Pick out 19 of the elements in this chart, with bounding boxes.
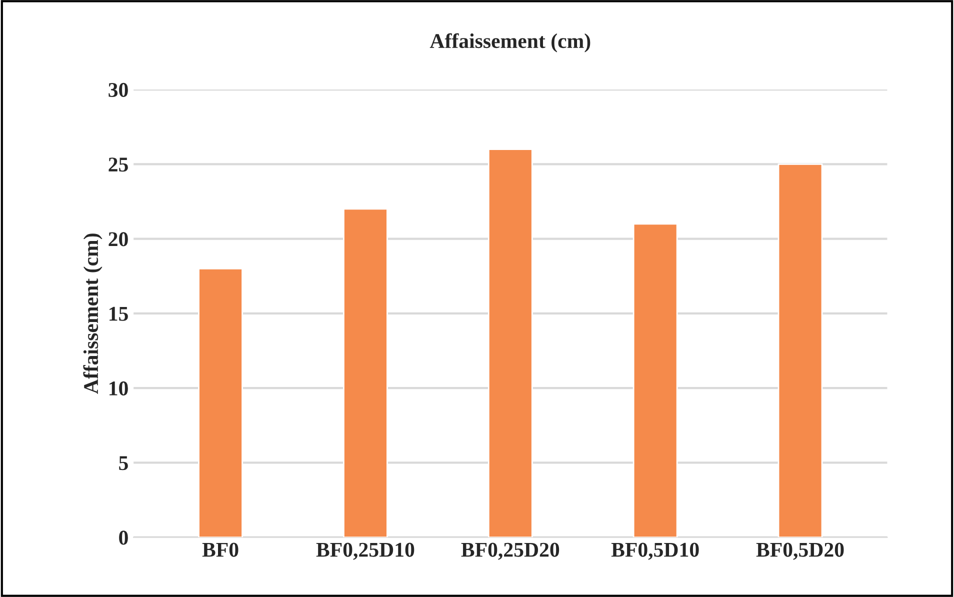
bar [778,163,823,538]
bar [632,223,678,538]
y-tick-label: 30 [108,82,128,97]
y-tick-label: 0 [119,530,128,545]
y-tick-label: 25 [108,158,128,172]
x-tick-label: BF0,25D20 [461,542,560,560]
y-tick-label: 5 [119,456,128,470]
x-tick-label: BF0,5D20 [756,542,844,560]
bar [343,208,388,538]
x-tick-label: BF0 [202,542,238,557]
chart-title: Affaissement (cm) [430,33,590,52]
y-tick-label: 20 [108,232,128,246]
bar [488,148,533,538]
bar [198,268,243,538]
y-axis-title: Affaissement (cm) [83,234,102,394]
y-tick-label: 10 [110,381,128,396]
x-tick-label: BF0,5D10 [611,542,699,560]
y-tick-label: 15 [110,306,128,321]
x-tick-label: BF0,25D10 [316,542,414,560]
